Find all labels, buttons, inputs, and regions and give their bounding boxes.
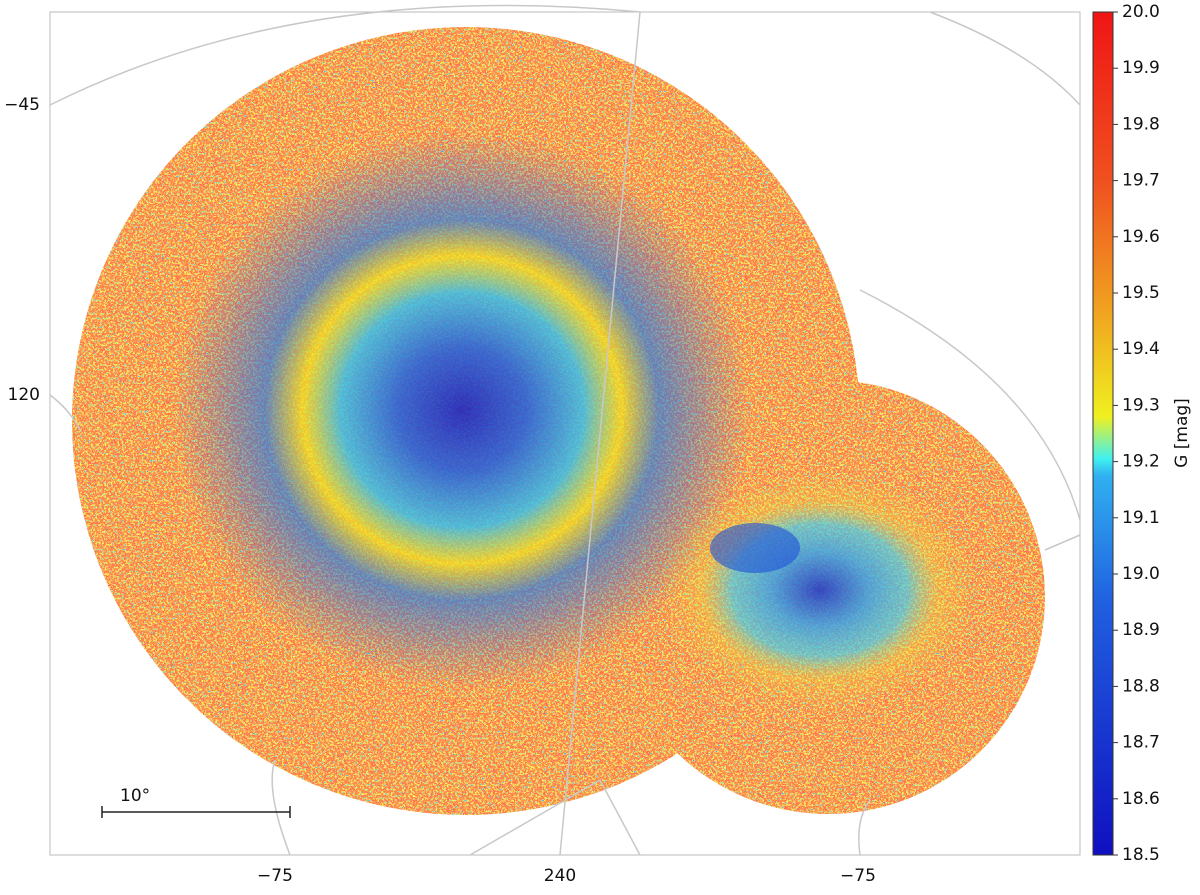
colorbar-tick-label: 19.7 (1122, 171, 1160, 191)
colorbar-tick-label: 18.8 (1122, 676, 1160, 696)
colorbar-tick-label: 19.4 (1122, 339, 1160, 359)
colorbar-tick-label: 19.6 (1122, 227, 1160, 247)
colorbar-label: G [mag] (1172, 398, 1192, 468)
bottom-label: −75 (257, 866, 293, 886)
colorbar-tick-label: 19.0 (1122, 564, 1160, 584)
grid-arc (929, 11, 1081, 106)
colorbar-tick-label: 19.5 (1122, 283, 1160, 303)
graticule (49, 4, 1081, 856)
bottom-label: 240 (544, 866, 576, 886)
left-label: −45 (4, 95, 40, 115)
colorbar-tick-label: 19.1 (1122, 508, 1160, 528)
colorbar-tick-label: 18.9 (1122, 620, 1160, 640)
grid-arc (271, 759, 291, 856)
colorbar-tick-label: 19.8 (1122, 114, 1160, 134)
colorbar-tick-label: 19.2 (1122, 452, 1160, 472)
colorbar-tick-label: 18.6 (1122, 789, 1160, 809)
colorbar-tick-label: 20.0 (1122, 2, 1160, 22)
grid-line (559, 11, 641, 856)
grid-line (1044, 534, 1081, 551)
scale-bar: 10° (101, 786, 291, 818)
bottom-label: −75 (840, 866, 876, 886)
scale-bar-label: 10° (120, 786, 150, 806)
colorbar-tick-label: 18.5 (1122, 845, 1160, 865)
grid-arc (49, 4, 641, 106)
left-label: 120 (8, 385, 40, 405)
grid-line (49, 394, 81, 431)
grid-arc (859, 289, 1081, 521)
grid-line (469, 778, 641, 856)
colorbar-tick-label: 19.3 (1122, 395, 1160, 415)
colorbar-tick-label: 18.7 (1122, 733, 1160, 753)
colorbar-tick-label: 19.9 (1122, 58, 1160, 78)
grid-arc (858, 799, 871, 856)
colorbar (1092, 11, 1114, 856)
